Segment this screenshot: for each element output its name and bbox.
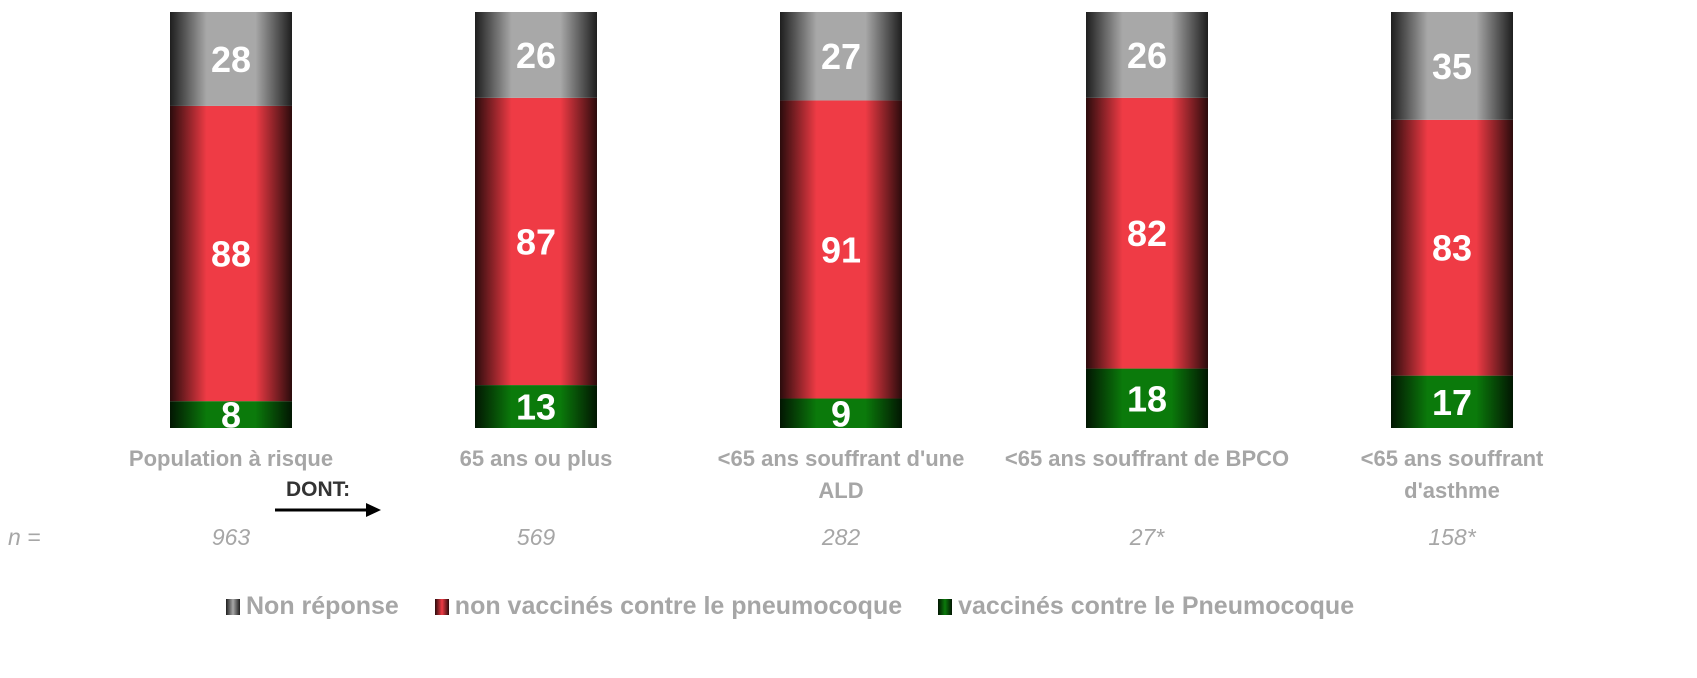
data-label: 87 bbox=[516, 221, 556, 262]
data-label: 9 bbox=[831, 393, 851, 434]
n-value: 27* bbox=[1129, 524, 1165, 550]
data-label: 18 bbox=[1127, 378, 1167, 419]
arrow-head bbox=[366, 503, 381, 517]
bar-segment bbox=[1391, 12, 1513, 120]
bar-segment bbox=[1391, 375, 1513, 428]
n-value: 158* bbox=[1428, 524, 1476, 550]
n-value: 569 bbox=[516, 524, 556, 550]
x-tick-label: <65 ans souffrant de BPCO bbox=[1004, 446, 1290, 471]
legend-item: Non réponse bbox=[226, 592, 399, 621]
n-label: n = bbox=[8, 524, 41, 550]
data-label: 91 bbox=[821, 229, 861, 270]
bar-segment bbox=[1086, 368, 1208, 428]
legend-label: Non réponse bbox=[246, 592, 399, 620]
bar-segment bbox=[475, 385, 597, 428]
bar-segment bbox=[170, 105, 292, 402]
x-tick-label: <65 ans souffrant d'une ALD bbox=[717, 446, 965, 503]
legend-label: vaccinés contre le Pneumocoque bbox=[958, 592, 1355, 620]
data-label: 83 bbox=[1432, 228, 1472, 269]
data-label: 17 bbox=[1432, 382, 1472, 423]
legend-swatch bbox=[938, 598, 953, 615]
legend-swatch bbox=[434, 598, 449, 615]
n-value: 282 bbox=[821, 524, 861, 550]
bar-segment bbox=[475, 97, 597, 386]
data-label: 82 bbox=[1127, 213, 1167, 254]
bar-segment bbox=[170, 12, 292, 106]
legend-label: non vaccinés contre le pneumocoque bbox=[454, 592, 903, 620]
data-label: 8 bbox=[221, 395, 241, 436]
x-tick-label: Population à risque bbox=[128, 446, 334, 471]
legend-item: non vaccinés contre le pneumocoque bbox=[434, 592, 903, 621]
data-label: 13 bbox=[516, 387, 556, 428]
n-value: 963 bbox=[211, 524, 251, 550]
bar-segment bbox=[170, 401, 292, 428]
legend-swatch bbox=[226, 598, 240, 615]
bar-segment bbox=[780, 398, 902, 428]
x-tick-label: <65 ans souffrant d'asthme bbox=[1360, 446, 1544, 503]
legend: Non réponse non vaccinés contre le pneumo… bbox=[226, 592, 1354, 621]
bar-segment bbox=[1086, 97, 1208, 369]
bar-segment bbox=[780, 12, 902, 101]
bar-segment bbox=[780, 100, 902, 399]
legend-item: vaccinés contre le Pneumocoque bbox=[938, 592, 1354, 621]
data-label: 88 bbox=[211, 234, 251, 275]
bar-segment bbox=[1391, 119, 1513, 376]
data-label: 28 bbox=[211, 39, 251, 80]
data-label: 27 bbox=[821, 36, 861, 77]
annotation: DONT: bbox=[286, 478, 351, 501]
x-tick-label: 65 ans ou plus bbox=[459, 446, 613, 471]
data-label: 26 bbox=[1127, 35, 1167, 76]
data-label: 35 bbox=[1432, 46, 1472, 87]
data-label: 26 bbox=[516, 35, 556, 76]
bar-segment bbox=[1086, 12, 1208, 98]
bar-segment bbox=[475, 12, 597, 98]
